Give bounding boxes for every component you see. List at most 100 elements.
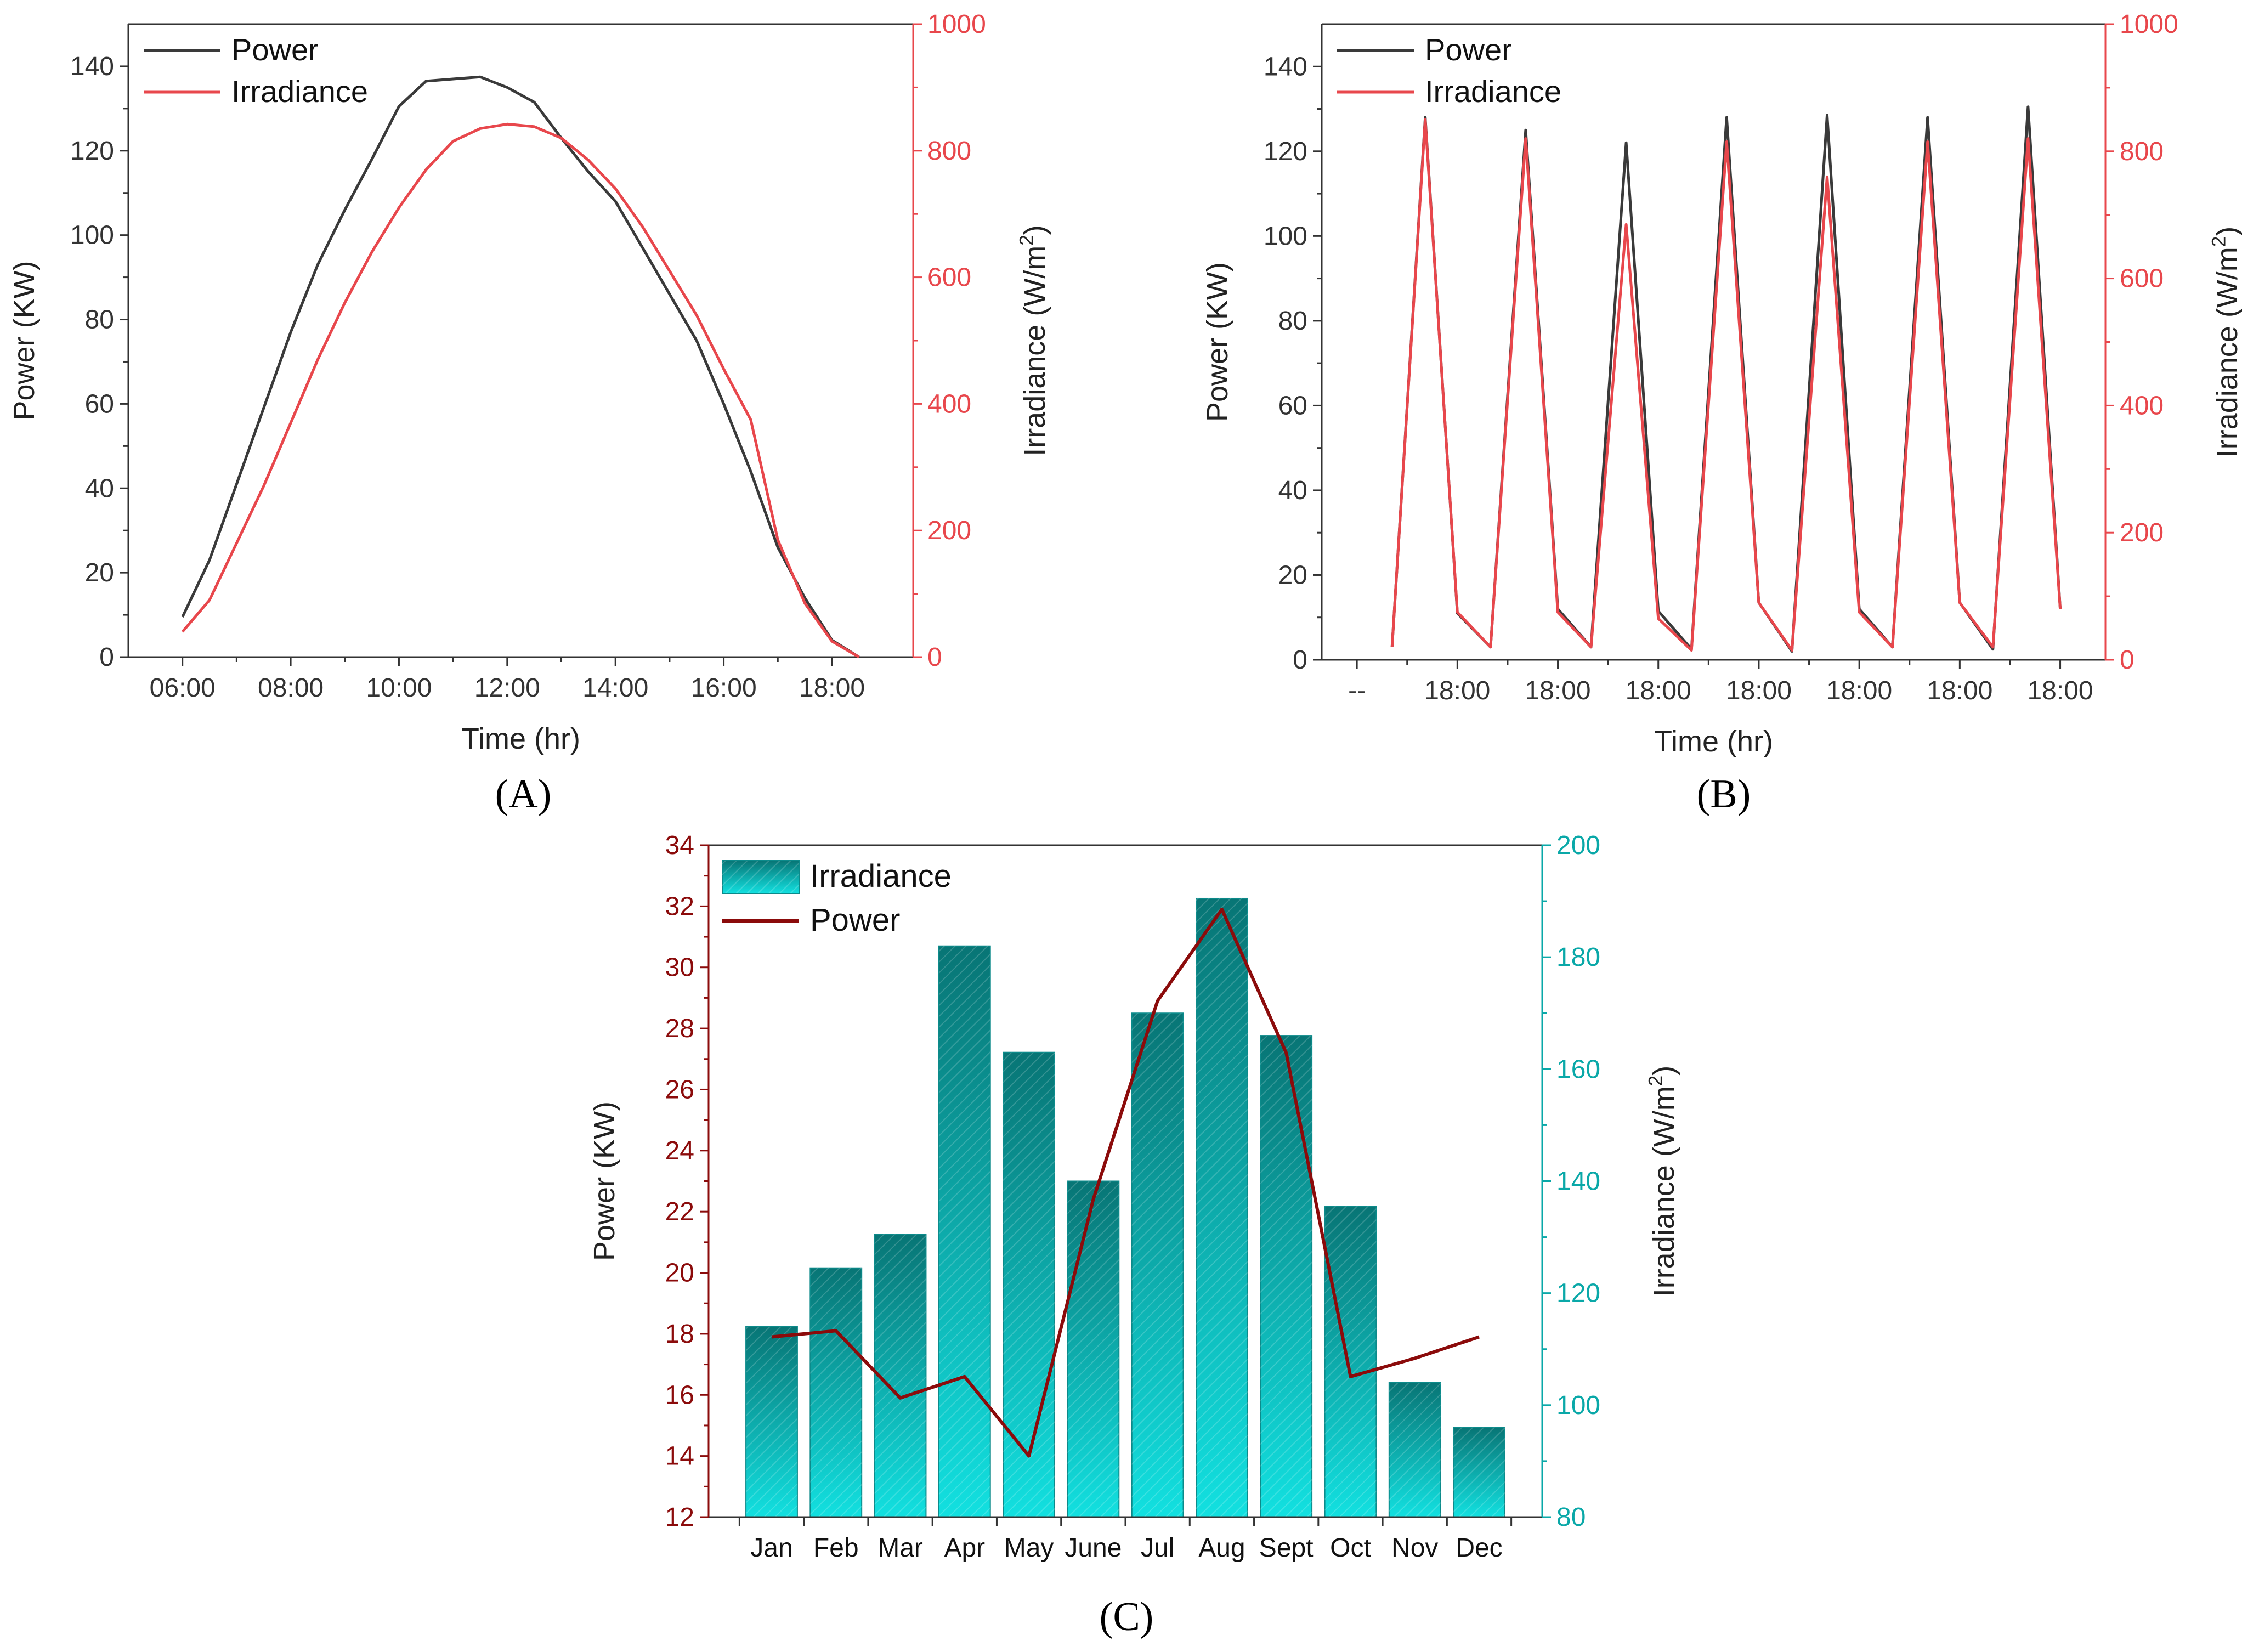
y2-tick-label: 0 xyxy=(927,643,942,672)
y2-tick-label: 800 xyxy=(927,137,971,166)
y-tick-label: 100 xyxy=(1264,222,1307,251)
panel-b-chart: 0 20 40 60 80 100 120 140 0 200 400 600 800 1000 -- 18:… xyxy=(1201,10,2242,758)
panel-c-label: (C) xyxy=(1100,1594,1154,1639)
bar-hatch xyxy=(1131,1013,1184,1517)
x-tick-label: 08:00 xyxy=(258,674,324,703)
y2-tick-label: 800 xyxy=(2120,137,2164,166)
y2-tick-label: 180 xyxy=(1556,943,1600,972)
legend-label: Power xyxy=(231,32,319,67)
x-tick-label: 06:00 xyxy=(150,674,216,703)
x-tick-label: Oct xyxy=(1330,1534,1371,1563)
x-axis-label: Time (hr) xyxy=(1654,725,1773,758)
series-line-irradiance xyxy=(181,122,860,659)
bar-hatch xyxy=(874,1234,926,1517)
y2-tick-label: 0 xyxy=(2120,646,2135,675)
y-tick-label: 0 xyxy=(99,643,114,672)
y-tick-label: 140 xyxy=(1264,52,1307,81)
y2-tick-label: 200 xyxy=(2120,518,2164,547)
y2-tick-label: 600 xyxy=(927,263,971,292)
panel-c-chart: 12 14 16 18 20 22 24 26 28 30 32 34 80 100 120 140 160 18… xyxy=(588,831,1680,1563)
y-tick-label: 40 xyxy=(1278,476,1307,505)
y2-tick-label: 600 xyxy=(2120,264,2164,293)
x-tick-label: Nov xyxy=(1391,1534,1438,1563)
y2-tick-label: 1000 xyxy=(927,10,986,39)
y2-tick-label: 400 xyxy=(2120,391,2164,420)
y-tick-label: 60 xyxy=(85,389,114,418)
y2-tick-label: 400 xyxy=(927,389,971,418)
x-tick-label: 18:00 xyxy=(799,674,865,703)
x-tick-label: Dec xyxy=(1456,1534,1502,1563)
y-tick-label: 18 xyxy=(665,1320,694,1349)
y2-tick-label: 100 xyxy=(1556,1391,1600,1420)
x-tick-label: Aug xyxy=(1198,1534,1245,1563)
x-tick-label: 12:00 xyxy=(474,674,540,703)
x-tick-label: May xyxy=(1004,1534,1054,1563)
y2-axis-label: Irradiance (W/m2) xyxy=(2208,227,2242,458)
y-tick-label: 140 xyxy=(70,52,114,81)
series-line-power xyxy=(181,75,860,659)
y-tick-label: 0 xyxy=(1293,646,1307,675)
bar-hatch xyxy=(1067,1181,1119,1517)
bar-hatch xyxy=(1003,1052,1055,1517)
x-tick-label: 16:00 xyxy=(691,674,757,703)
x-tick-label: 18:00 xyxy=(1525,676,1590,705)
x-tick-label: Mar xyxy=(877,1534,923,1563)
y-tick-label: 20 xyxy=(85,558,114,587)
x-tick-label: -- xyxy=(1348,676,1366,705)
y2-tick-label: 200 xyxy=(927,516,971,545)
legend-label: Power xyxy=(810,902,900,938)
y2-tick-label: 80 xyxy=(1556,1503,1586,1532)
y-tick-label: 28 xyxy=(665,1014,694,1043)
series-line-irradiance xyxy=(1390,118,2062,652)
bar-hatch xyxy=(1453,1427,1505,1517)
bar-hatch xyxy=(1324,1206,1377,1517)
y-tick-label: 20 xyxy=(1278,561,1307,590)
x-tick-label: Feb xyxy=(813,1534,859,1563)
legend-label: Power xyxy=(1425,32,1512,67)
y-tick-label: 14 xyxy=(665,1442,694,1471)
y2-axis-label: Irradiance (W/m2) xyxy=(1016,225,1051,456)
x-tick-label: 10:00 xyxy=(366,674,432,703)
y-tick-label: 30 xyxy=(665,953,694,982)
y-tick-label: 12 xyxy=(665,1503,694,1532)
y-tick-label: 40 xyxy=(85,474,114,503)
panel-a-label: (A) xyxy=(495,772,552,817)
x-tick-label: 18:00 xyxy=(2027,676,2093,705)
bar-hatch xyxy=(746,1326,797,1517)
y2-tick-label: 1000 xyxy=(2120,10,2178,39)
panel-a-chart: 0 20 40 60 80 100 120 140 0 200 400 600 800 1000 06:00… xyxy=(8,10,1051,755)
bar-hatch xyxy=(810,1268,862,1517)
legend-label: Irradiance xyxy=(231,74,368,109)
y-tick-label: 34 xyxy=(665,831,694,860)
y2-tick-label: 120 xyxy=(1556,1279,1600,1308)
x-tick-label: Apr xyxy=(944,1534,985,1563)
y2-tick-label: 200 xyxy=(1556,831,1600,860)
y-tick-label: 100 xyxy=(70,221,114,250)
y-tick-label: 16 xyxy=(665,1381,694,1410)
y-tick-label: 80 xyxy=(1278,307,1307,336)
x-tick-label: 18:00 xyxy=(1726,676,1792,705)
y-axis-label: Power (KW) xyxy=(8,261,41,420)
y-axis-label: Power (KW) xyxy=(588,1101,621,1261)
x-tick-label: Sept xyxy=(1259,1534,1314,1563)
y-tick-label: 26 xyxy=(665,1075,694,1104)
x-tick-label: 14:00 xyxy=(582,674,648,703)
bar-hatch xyxy=(1196,898,1248,1517)
legend-label: Irradiance xyxy=(1425,74,1561,109)
y-tick-label: 24 xyxy=(665,1136,694,1166)
x-tick-label: 18:00 xyxy=(1927,676,1992,705)
y-tick-label: 120 xyxy=(70,137,114,166)
y-tick-label: 20 xyxy=(665,1259,694,1288)
y-tick-label: 120 xyxy=(1264,137,1307,166)
y2-tick-label: 140 xyxy=(1556,1167,1600,1196)
y-tick-label: 32 xyxy=(665,892,694,921)
y-tick-label: 22 xyxy=(665,1197,694,1226)
y2-tick-label: 160 xyxy=(1556,1055,1600,1084)
bar-hatch xyxy=(1389,1383,1441,1517)
legend-swatch-hatch xyxy=(722,861,799,893)
x-tick-label: 18:00 xyxy=(1826,676,1892,705)
x-axis-label: Time (hr) xyxy=(461,722,580,755)
x-tick-label: Jul xyxy=(1141,1534,1174,1563)
x-tick-label: 18:00 xyxy=(1626,676,1691,705)
